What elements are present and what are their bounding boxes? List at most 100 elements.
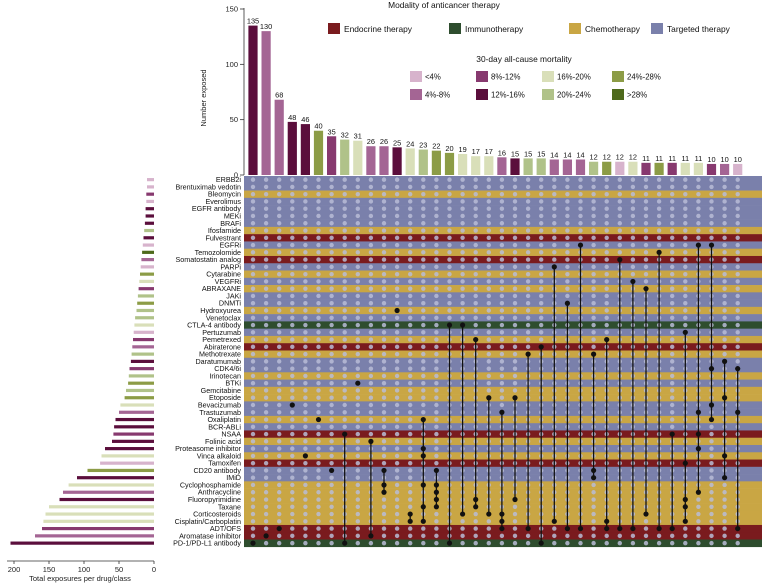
matrix-dot-empty <box>355 344 360 350</box>
matrix-dot-empty <box>486 351 491 357</box>
matrix-dot-empty <box>434 373 439 379</box>
matrix-dot-empty <box>394 257 400 262</box>
combination-count-label: 20 <box>445 144 453 153</box>
matrix-dot-empty <box>303 395 308 400</box>
matrix-dot-empty <box>735 315 740 320</box>
matrix-dot-empty <box>683 191 688 197</box>
matrix-dot-empty <box>381 388 387 393</box>
combination-count-label: 23 <box>419 141 427 150</box>
matrix-dot-empty <box>499 322 505 328</box>
legend-swatch <box>328 23 340 34</box>
matrix-dot-empty <box>394 191 400 197</box>
combination-count-label: 10 <box>720 155 728 164</box>
matrix-dot-empty <box>355 235 360 240</box>
matrix-dot-empty <box>591 293 596 299</box>
matrix-dot-empty <box>525 221 531 226</box>
matrix-dot-empty <box>368 199 374 204</box>
matrix-dot-empty <box>277 533 282 539</box>
combination-count-label: 24 <box>406 139 414 148</box>
matrix-dot-empty <box>355 533 360 539</box>
matrix-dot-empty <box>735 540 740 546</box>
matrix-dot-empty <box>316 511 321 517</box>
matrix-dot-empty <box>408 242 413 248</box>
matrix-dot-empty <box>316 519 321 524</box>
matrix-dot-empty <box>565 191 570 197</box>
matrix-dot-empty <box>355 322 360 328</box>
matrix-dot-empty <box>316 351 321 357</box>
combination-count-label: 15 <box>537 149 545 158</box>
matrix-dot-empty <box>735 533 740 539</box>
matrix-dot-empty <box>617 199 622 204</box>
matrix-dot-empty <box>591 540 596 546</box>
total-bar <box>134 323 154 327</box>
matrix-dot-empty <box>394 380 400 386</box>
matrix-dot-empty <box>263 395 269 400</box>
total-bar <box>141 258 154 262</box>
matrix-dot-empty <box>696 206 701 211</box>
matrix-dot-filled <box>551 518 557 524</box>
matrix-dot-empty <box>565 279 570 284</box>
matrix-dot-filled <box>722 395 728 401</box>
matrix-dot-empty <box>381 511 387 517</box>
matrix-dot-empty <box>316 330 321 335</box>
matrix-dot-empty <box>722 235 727 240</box>
matrix-dot-empty <box>342 286 347 291</box>
matrix-dot-empty <box>709 221 714 226</box>
matrix-dot-empty <box>303 468 308 473</box>
matrix-dot-empty <box>460 540 465 546</box>
matrix-dot-empty <box>290 373 295 379</box>
matrix-dot-empty <box>329 373 334 379</box>
matrix-dot-empty <box>499 344 505 350</box>
total-bar <box>145 214 154 218</box>
matrix-dot-empty <box>342 264 347 270</box>
matrix-dot-empty <box>499 242 505 248</box>
matrix-dot-empty <box>434 431 439 437</box>
matrix-dot-empty <box>355 511 360 517</box>
matrix-dot-empty <box>303 519 308 524</box>
matrix-dot-empty <box>303 490 308 495</box>
matrix-dot-empty <box>670 177 675 182</box>
matrix-dot-empty <box>277 308 282 313</box>
matrix-dot-empty <box>290 344 295 350</box>
matrix-dot-empty <box>355 482 360 488</box>
combination-bar <box>484 156 494 175</box>
matrix-dot-empty <box>643 271 649 277</box>
matrix-dot-empty <box>499 286 505 291</box>
matrix-dot-empty <box>250 439 256 444</box>
matrix-dot-empty <box>539 191 544 197</box>
combination-bar <box>720 163 730 175</box>
matrix-dot-empty <box>277 177 282 182</box>
matrix-dot-empty <box>355 460 360 466</box>
matrix-dot-empty <box>421 221 426 226</box>
matrix-dot-empty <box>578 184 583 190</box>
matrix-dot-empty <box>263 388 269 393</box>
matrix-dot-filled <box>604 518 610 524</box>
matrix-dot-empty <box>552 540 557 546</box>
matrix-dot-empty <box>591 191 596 197</box>
matrix-dot-empty <box>473 242 478 248</box>
total-bar <box>137 294 154 298</box>
matrix-dot-empty <box>735 344 740 350</box>
matrix-dot-empty <box>735 242 740 248</box>
matrix-dot-empty <box>277 330 282 335</box>
matrix-dot-empty <box>525 213 531 219</box>
combination-count-label: 22 <box>432 142 440 151</box>
matrix-dot-empty <box>473 511 478 517</box>
combination-count-label: 26 <box>380 137 388 146</box>
matrix-dot-empty <box>591 271 596 277</box>
matrix-dot-empty <box>303 286 308 291</box>
matrix-dot-empty <box>630 213 636 219</box>
matrix-dot-empty <box>329 359 334 364</box>
matrix-dot-empty <box>303 511 308 517</box>
matrix-dot-empty <box>447 250 452 255</box>
matrix-dot-empty <box>355 526 360 531</box>
matrix-dot-empty <box>394 177 400 182</box>
matrix-dot-empty <box>578 235 583 240</box>
matrix-dot-empty <box>604 279 609 284</box>
matrix-dot-empty <box>277 286 282 291</box>
matrix-dot-empty <box>434 337 439 342</box>
matrix-dot-empty <box>368 257 374 262</box>
matrix-dot-empty <box>342 322 347 328</box>
